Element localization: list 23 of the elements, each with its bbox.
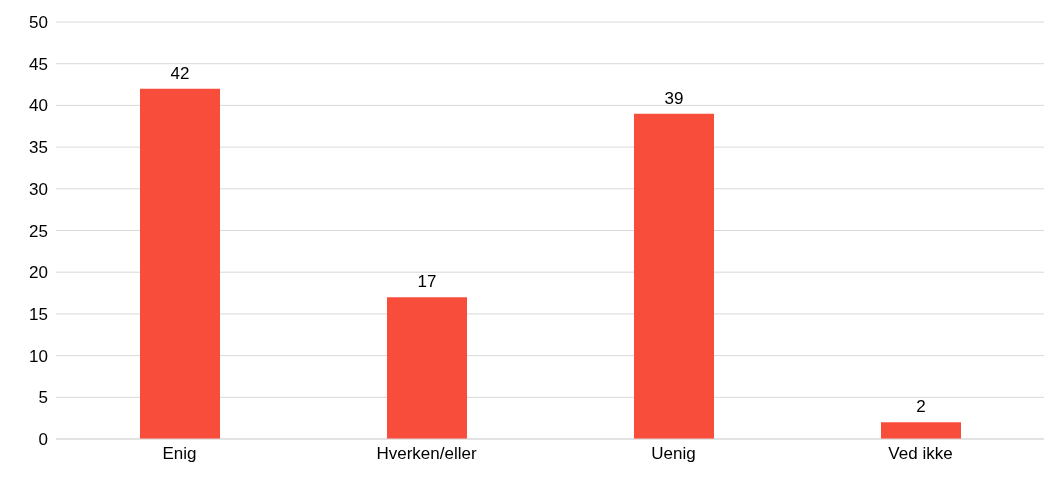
bar: [140, 88, 220, 439]
y-tick-label: 40: [29, 96, 48, 116]
bar: [881, 422, 961, 439]
data-label: 17: [417, 272, 437, 292]
y-tick-label: 50: [29, 13, 48, 33]
y-tick-label: 15: [29, 304, 48, 324]
bar: [634, 113, 714, 439]
x-tick-label: Uenig: [651, 444, 696, 464]
y-tick-label: 35: [29, 138, 48, 158]
x-tick-label: Ved ikke: [888, 444, 953, 464]
y-tick-label: 20: [29, 263, 48, 283]
y-tick-label: 0: [38, 430, 48, 450]
data-label: 39: [664, 88, 684, 108]
y-tick-label: 10: [29, 346, 48, 366]
y-tick-label: 5: [38, 388, 48, 408]
y-tick-label: 30: [29, 179, 48, 199]
y-tick-label: 45: [29, 54, 48, 74]
x-tick-label: Hverken/eller: [376, 444, 477, 464]
y-tick-label: 25: [29, 221, 48, 241]
data-label: 42: [170, 63, 190, 83]
bar: [387, 297, 467, 439]
x-tick-label: Enig: [162, 444, 197, 464]
data-label: 2: [916, 397, 926, 417]
